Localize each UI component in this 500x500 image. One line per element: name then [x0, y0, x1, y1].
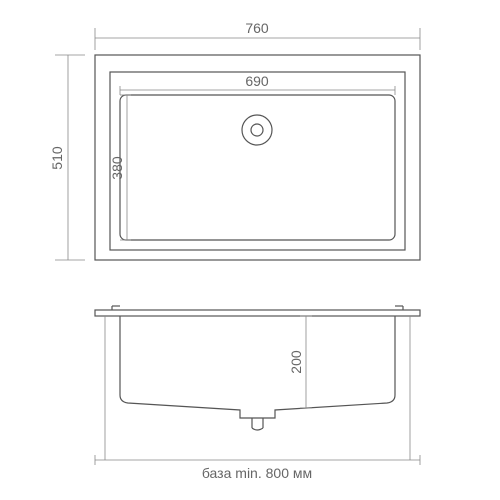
- dim-outer-width: 760: [95, 20, 420, 50]
- dim-inner-width-label: 690: [245, 73, 269, 89]
- dim-outer-height-label: 510: [49, 146, 65, 170]
- dim-outer-width-label: 760: [245, 20, 269, 36]
- sink-dimension-diagram: 760 510 690 380: [0, 0, 500, 500]
- dim-outer-height: 510: [49, 55, 85, 260]
- dim-inner-height-label: 380: [109, 156, 125, 180]
- top-view-rim: [110, 72, 405, 250]
- side-view: [95, 306, 420, 465]
- drain-outer-circle: [242, 115, 272, 145]
- drain-inner-circle: [251, 124, 263, 136]
- bowl-profile: [120, 316, 395, 418]
- top-view-bowl: [120, 95, 395, 240]
- base-min-label: база min. 800 мм: [202, 465, 312, 481]
- dim-depth-label: 200: [288, 350, 304, 374]
- dim-inner-width: 690: [120, 73, 395, 95]
- dim-depth: 200: [288, 316, 312, 408]
